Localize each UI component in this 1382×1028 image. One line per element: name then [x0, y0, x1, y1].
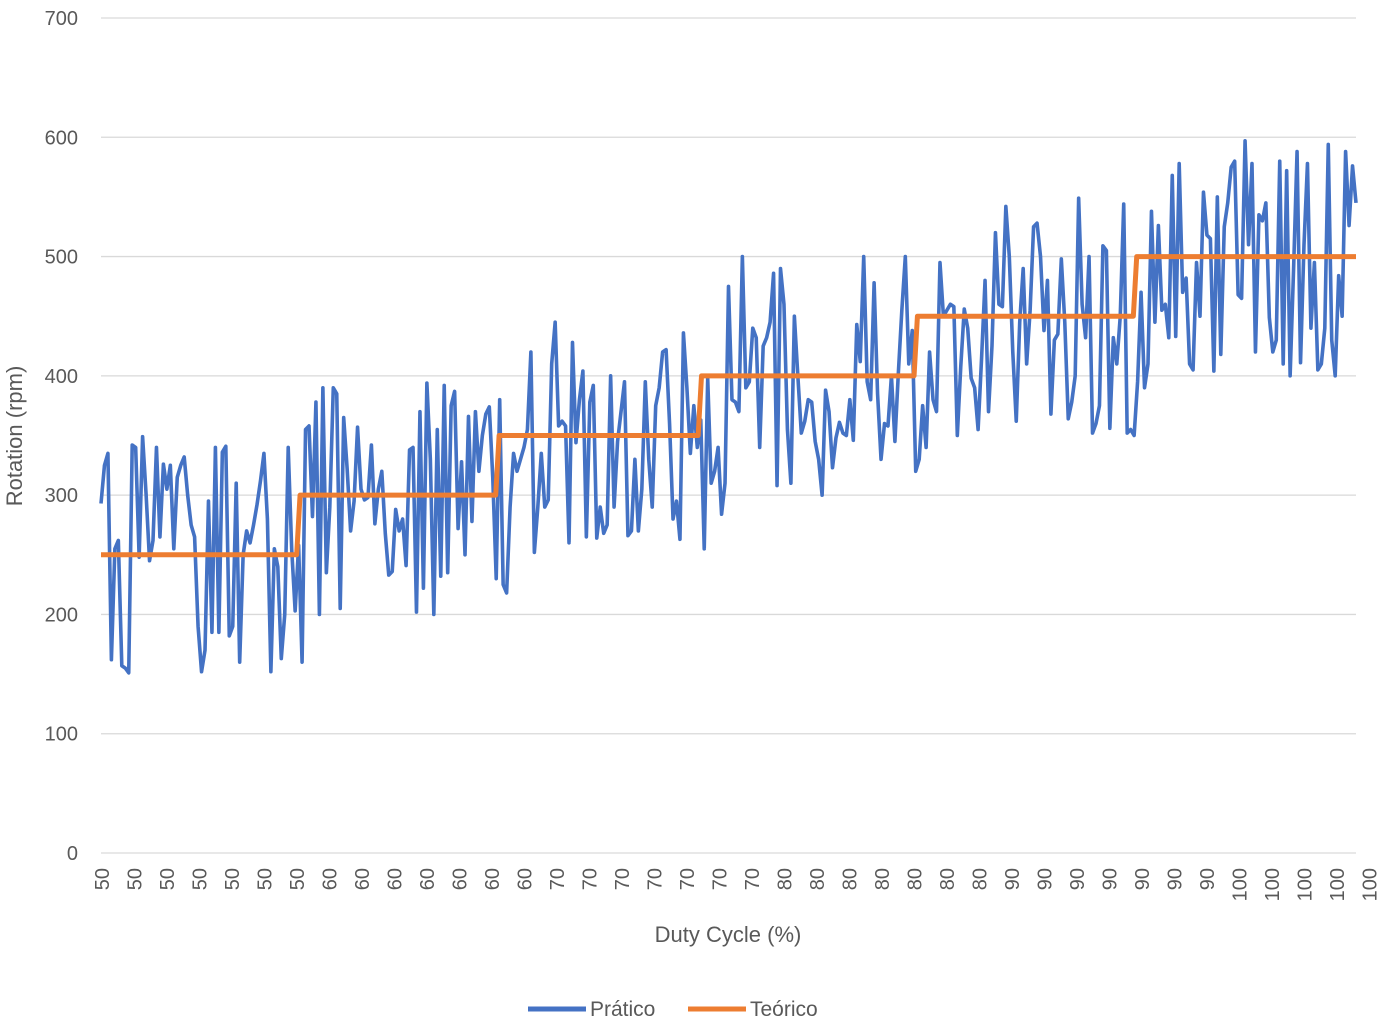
x-tick-label: 70: [677, 868, 699, 890]
series-line-pratico: [99, 139, 1358, 675]
x-axis-title: Duty Cycle (%): [655, 922, 802, 947]
y-tick-label: 600: [45, 127, 78, 149]
y-axis-title: Rotation (rpm): [2, 366, 27, 507]
x-axis-tick-labels: 50 50 50 50 50 50 50 60 60 60 60 60 60 60 70 70 70 70 70 70…: [92, 868, 1382, 901]
x-tick-label: 80: [840, 868, 862, 890]
x-tick-label: 80: [775, 868, 797, 890]
x-tick-label: 70: [645, 868, 667, 890]
x-tick-label: 50: [287, 868, 309, 890]
x-tick-label: 80: [937, 868, 959, 890]
x-tick-label: 60: [320, 868, 342, 890]
legend-label-pratico: Prático: [590, 998, 655, 1021]
x-tick-label: 60: [450, 868, 472, 890]
x-tick-label: 90: [1100, 868, 1122, 890]
x-tick-label: 70: [547, 868, 569, 890]
x-tick-label: 70: [742, 868, 764, 890]
x-tick-label: 60: [515, 868, 537, 890]
x-tick-label: 100: [1262, 868, 1284, 901]
x-tick-label: 80: [905, 868, 927, 890]
x-tick-label: 100: [1327, 868, 1349, 901]
y-tick-label: 100: [45, 724, 78, 746]
x-tick-label: 100: [1230, 868, 1252, 901]
x-tick-label: 50: [125, 868, 147, 890]
x-tick-label: 80: [970, 868, 992, 890]
x-tick-label: 70: [612, 868, 634, 890]
x-tick-label: 90: [1132, 868, 1154, 890]
x-tick-label: 80: [807, 868, 829, 890]
y-axis-tick-labels: 0 100 200 300 400 500 600 700: [45, 8, 78, 865]
x-tick-label: 90: [1197, 868, 1219, 890]
y-tick-label: 300: [45, 485, 78, 507]
x-tick-label: 70: [580, 868, 602, 890]
x-tick-label: 80: [872, 868, 894, 890]
legend: Prático Teórico: [528, 998, 818, 1021]
y-tick-label: 0: [67, 843, 78, 865]
x-tick-label: 60: [482, 868, 504, 890]
x-tick-label: 50: [255, 868, 277, 890]
x-tick-label: 50: [190, 868, 212, 890]
x-tick-label: 90: [1067, 868, 1089, 890]
x-tick-label: 50: [157, 868, 179, 890]
x-tick-label: 90: [1165, 868, 1187, 890]
legend-label-teorico: Teórico: [750, 998, 818, 1021]
y-tick-label: 400: [45, 366, 78, 388]
y-tick-label: 500: [45, 247, 78, 269]
series-line-teorico: [101, 254, 1356, 558]
x-tick-label: 100: [1295, 868, 1317, 901]
x-tick-label: 90: [1035, 868, 1057, 890]
series-lines: [99, 139, 1358, 675]
x-tick-label: 60: [385, 868, 407, 890]
x-tick-label: 60: [352, 868, 374, 890]
y-tick-label: 700: [45, 8, 78, 30]
x-tick-label: 100: [1360, 868, 1382, 901]
x-tick-label: 60: [417, 868, 439, 890]
x-tick-label: 90: [1002, 868, 1024, 890]
gridlines: [101, 17, 1356, 854]
x-tick-label: 50: [92, 868, 114, 890]
x-tick-label: 70: [710, 868, 732, 890]
y-tick-label: 200: [45, 604, 78, 626]
x-tick-label: 50: [222, 868, 244, 890]
